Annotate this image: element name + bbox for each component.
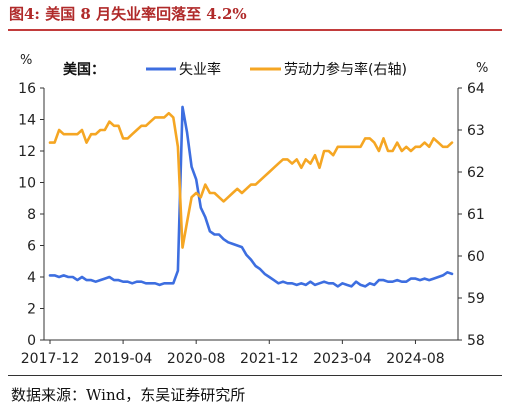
y-left-tick-label: 4 [27,270,36,286]
x-tick-label: 2017-12 [21,351,80,367]
y-left-unit: % [20,53,32,68]
title-rule [8,29,502,31]
y-right-tick-label: 60 [467,249,485,265]
y-right-tick-label: 61 [467,207,485,223]
y-left-ticks: 0 2 4 6 8 10 12 14 16 [18,81,44,349]
y-right-tick-label: 64 [467,81,485,97]
y-right-tick-label: 59 [467,291,485,307]
series-line-unemployment [48,105,454,288]
y-right-tick-label: 62 [467,165,485,181]
legend-prefix: 美国： [63,61,105,78]
y-left-tick-label: 2 [27,302,36,318]
y-right-ticks: 58 59 60 61 62 63 64 [458,81,485,349]
x-tick-label: 2024-08 [386,351,445,367]
source-note: 数据来源：Wind，东吴证券研究所 [11,386,246,404]
series-lines [48,105,454,288]
y-left-tick-label: 12 [18,144,36,160]
series-line-participation [48,111,454,249]
x-ticks: 2017-12 2019-04 2020-08 2021-12 2023-04 2024-… [21,340,445,367]
legend-label-participation: 劳动力参与率(右轴) [284,61,407,78]
y-left-tick-label: 8 [27,207,36,223]
x-tick-label: 2021-12 [240,351,299,367]
y-left-tick-label: 14 [18,113,36,129]
y-left-tick-label: 16 [18,81,36,97]
y-right-unit: % [476,61,488,76]
y-right-tick-label: 58 [467,333,485,349]
source-rule [8,375,502,376]
y-left-tick-label: 0 [27,333,36,349]
figure-title: 图4: 美国 8 月失业率回落至 4.2% [9,5,247,23]
legend-label-unemployment: 失业率 [179,61,221,78]
legend: 美国： 失业率 劳动力参与率(右轴) [63,61,407,78]
x-tick-label: 2023-04 [313,351,372,367]
y-left-tick-label: 6 [27,239,36,255]
y-left-tick-label: 10 [18,176,36,192]
x-tick-label: 2020-08 [167,351,226,367]
x-tick-label: 2019-04 [94,351,153,367]
y-right-tick-label: 63 [467,123,485,139]
